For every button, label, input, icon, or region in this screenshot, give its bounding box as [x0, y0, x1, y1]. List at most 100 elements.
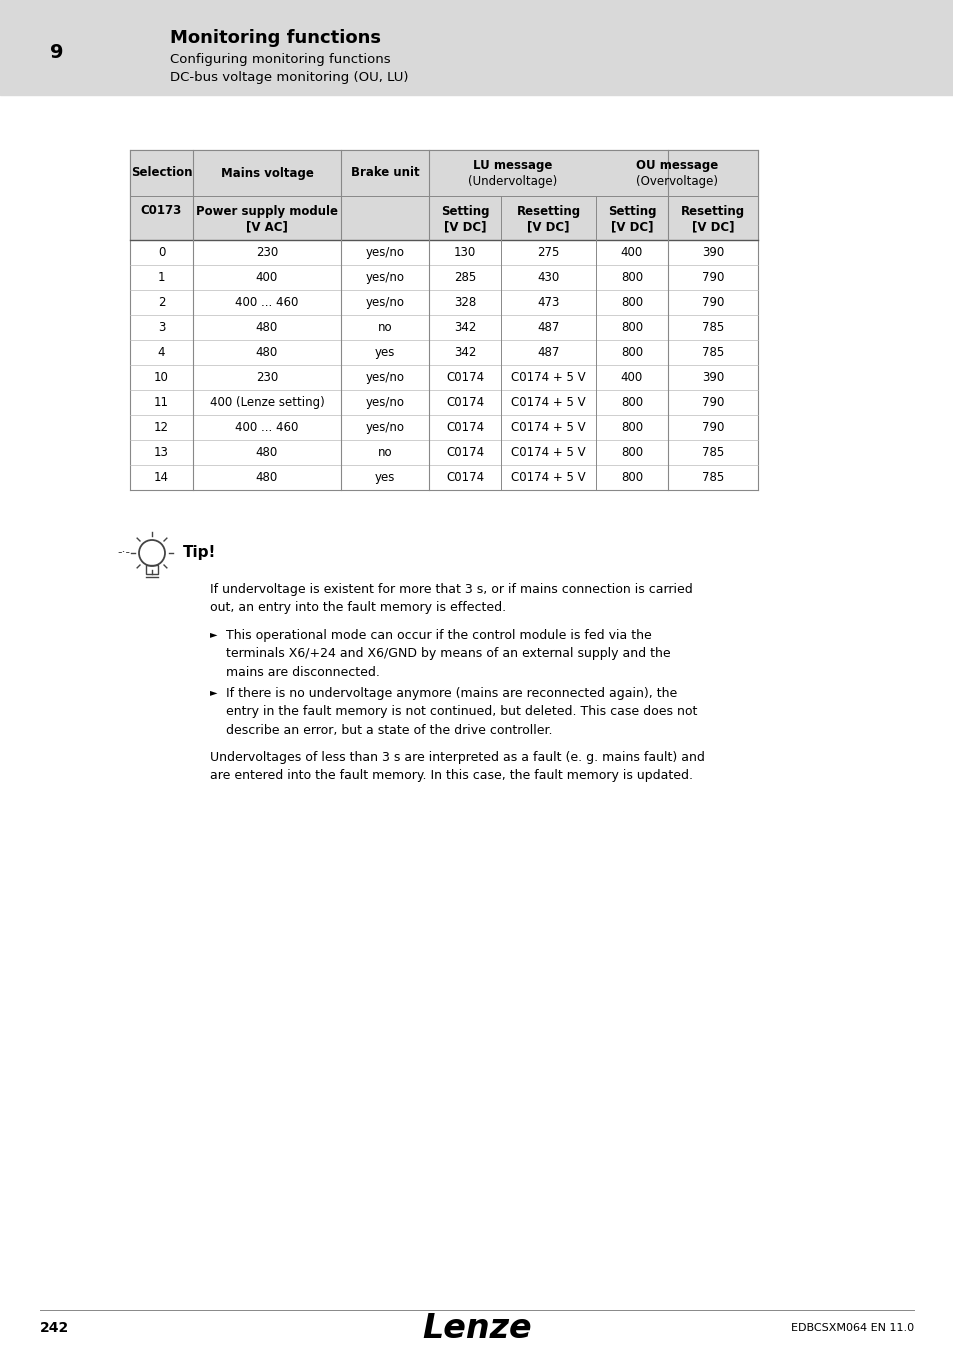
Text: 800: 800	[620, 296, 642, 309]
Text: 785: 785	[701, 471, 723, 485]
Text: 790: 790	[701, 271, 723, 284]
Text: C0174: C0174	[445, 471, 483, 485]
Text: 800: 800	[620, 271, 642, 284]
Text: 13: 13	[153, 446, 169, 459]
Text: EDBCSXM064 EN 11.0: EDBCSXM064 EN 11.0	[790, 1323, 913, 1332]
Text: 400 (Lenze setting): 400 (Lenze setting)	[210, 396, 324, 409]
Text: Setting: Setting	[607, 204, 656, 217]
Bar	[130, 290, 758, 315]
Text: yes/no: yes/no	[365, 296, 404, 309]
Text: 285: 285	[454, 271, 476, 284]
Text: C0174: C0174	[445, 446, 483, 459]
Text: If there is no undervoltage anymore (mains are reconnected again), the
entry in : If there is no undervoltage anymore (mai…	[226, 687, 697, 737]
Text: 430: 430	[537, 271, 559, 284]
Text: 0: 0	[157, 246, 165, 259]
Text: 480: 480	[255, 346, 278, 359]
Text: no: no	[377, 321, 392, 333]
Text: 342: 342	[454, 346, 476, 359]
Text: DC-bus voltage monitoring (OU, LU): DC-bus voltage monitoring (OU, LU)	[170, 72, 408, 85]
Text: 390: 390	[701, 371, 723, 383]
Text: 14: 14	[153, 471, 169, 485]
Text: Resetting: Resetting	[680, 204, 744, 217]
Text: 473: 473	[537, 296, 559, 309]
Text: 480: 480	[255, 471, 278, 485]
Text: Mains voltage: Mains voltage	[220, 166, 314, 180]
Text: [V DC]: [V DC]	[610, 220, 653, 234]
Text: 800: 800	[620, 346, 642, 359]
Bar	[130, 414, 758, 440]
Text: 487: 487	[537, 346, 559, 359]
Text: 342: 342	[454, 321, 476, 333]
Text: 130: 130	[454, 246, 476, 259]
Text: 1: 1	[157, 271, 165, 284]
Text: Undervoltages of less than 3 s are interpreted as a fault (e. g. mains fault) an: Undervoltages of less than 3 s are inter…	[210, 751, 704, 783]
Text: 275: 275	[537, 246, 559, 259]
Text: C0174 + 5 V: C0174 + 5 V	[511, 371, 585, 383]
Text: yes/no: yes/no	[365, 371, 404, 383]
Text: Tip!: Tip!	[183, 545, 216, 560]
Text: (Overvoltage): (Overvoltage)	[636, 176, 718, 189]
Bar	[130, 150, 758, 240]
Text: C0173: C0173	[141, 204, 182, 217]
Bar	[0, 0, 953, 95]
Text: 11: 11	[153, 396, 169, 409]
Bar	[146, 566, 158, 574]
Text: 785: 785	[701, 346, 723, 359]
Text: 328: 328	[454, 296, 476, 309]
Text: 790: 790	[701, 296, 723, 309]
Text: Resetting: Resetting	[516, 204, 580, 217]
Bar	[130, 265, 758, 290]
Text: 12: 12	[153, 421, 169, 433]
Text: yes: yes	[375, 346, 395, 359]
Text: -·-: -·-	[117, 547, 131, 559]
Text: C0174: C0174	[445, 396, 483, 409]
Text: Selection: Selection	[131, 166, 193, 180]
Text: LU message: LU message	[473, 159, 552, 173]
Text: yes/no: yes/no	[365, 271, 404, 284]
Text: yes/no: yes/no	[365, 421, 404, 433]
Text: Brake unit: Brake unit	[351, 166, 419, 180]
Text: 480: 480	[255, 446, 278, 459]
Bar	[130, 240, 758, 265]
Bar	[130, 315, 758, 340]
Text: 800: 800	[620, 446, 642, 459]
Text: 4: 4	[157, 346, 165, 359]
Bar	[130, 364, 758, 390]
Text: This operational mode can occur if the control module is fed via the
terminals X: This operational mode can occur if the c…	[226, 629, 670, 679]
Text: If undervoltage is existent for more that 3 s, or if mains connection is carried: If undervoltage is existent for more tha…	[210, 583, 692, 614]
Text: 400: 400	[620, 371, 642, 383]
Text: 400: 400	[620, 246, 642, 259]
Text: 9: 9	[50, 42, 64, 62]
Text: C0174 + 5 V: C0174 + 5 V	[511, 421, 585, 433]
Text: [V DC]: [V DC]	[527, 220, 569, 234]
Text: yes/no: yes/no	[365, 246, 404, 259]
Text: C0174 + 5 V: C0174 + 5 V	[511, 471, 585, 485]
Text: ►: ►	[210, 629, 217, 639]
Text: yes/no: yes/no	[365, 396, 404, 409]
Text: yes: yes	[375, 471, 395, 485]
Text: Power supply module: Power supply module	[195, 204, 337, 217]
Text: 3: 3	[157, 321, 165, 333]
Text: 790: 790	[701, 421, 723, 433]
Text: no: no	[377, 446, 392, 459]
Text: 230: 230	[255, 246, 278, 259]
Text: 400 ... 460: 400 ... 460	[235, 421, 298, 433]
Text: 480: 480	[255, 321, 278, 333]
Text: 790: 790	[701, 396, 723, 409]
Text: C0174 + 5 V: C0174 + 5 V	[511, 396, 585, 409]
Text: 487: 487	[537, 321, 559, 333]
Text: 400: 400	[255, 271, 278, 284]
Text: 242: 242	[40, 1322, 70, 1335]
Text: 800: 800	[620, 321, 642, 333]
Text: C0174: C0174	[445, 421, 483, 433]
Text: Monitoring functions: Monitoring functions	[170, 28, 380, 47]
Text: Setting: Setting	[440, 204, 489, 217]
Text: 800: 800	[620, 471, 642, 485]
Text: 2: 2	[157, 296, 165, 309]
Text: C0174 + 5 V: C0174 + 5 V	[511, 446, 585, 459]
Text: (Undervoltage): (Undervoltage)	[467, 176, 557, 189]
Text: OU message: OU message	[636, 159, 718, 173]
Text: Configuring monitoring functions: Configuring monitoring functions	[170, 54, 390, 66]
Text: 800: 800	[620, 396, 642, 409]
Text: Lenze: Lenze	[422, 1311, 531, 1345]
